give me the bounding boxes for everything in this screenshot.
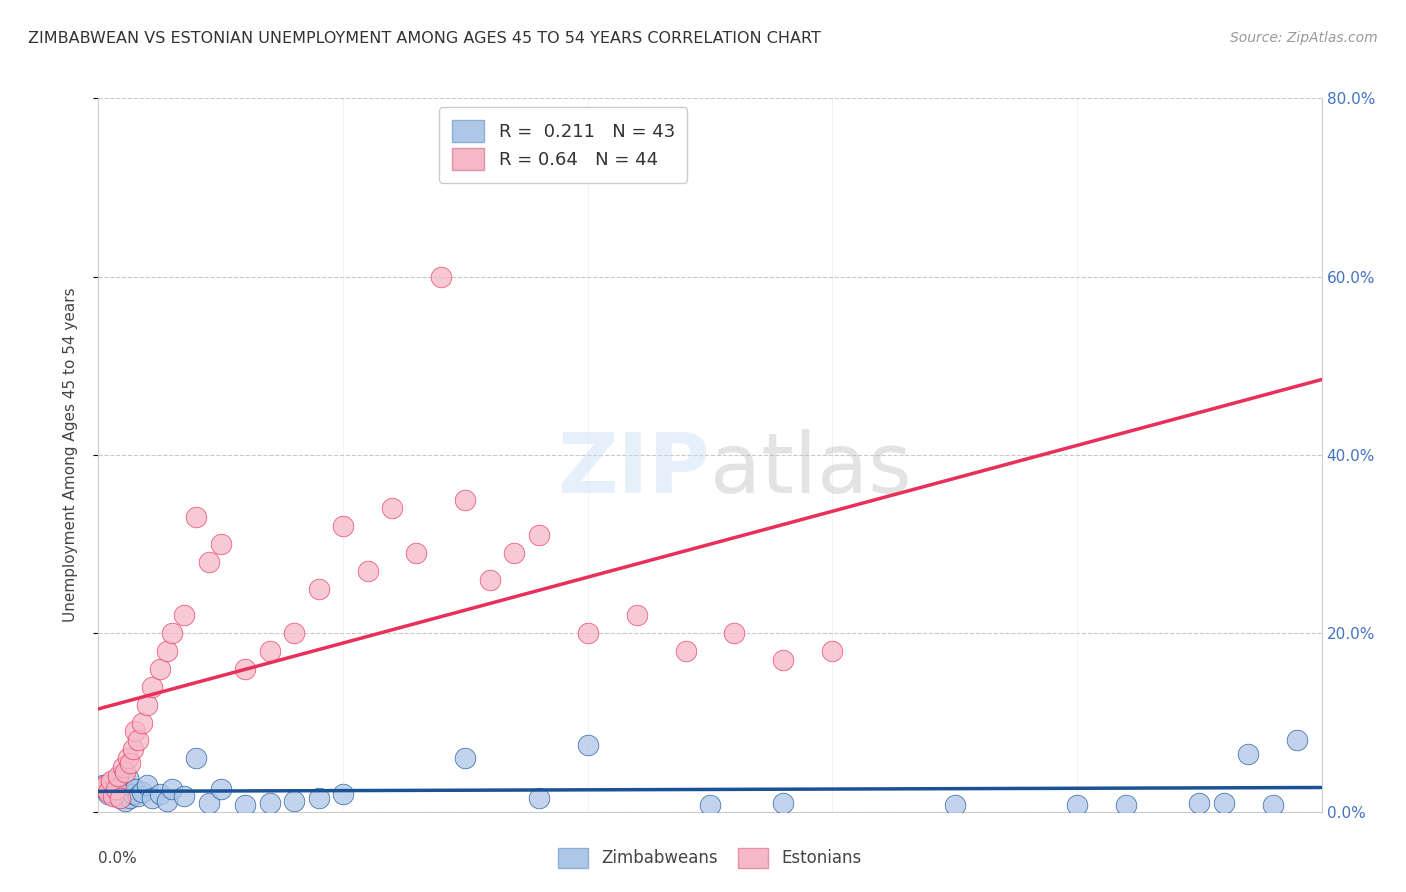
Point <box>356 564 378 578</box>
Point <box>381 501 404 516</box>
Point <box>136 698 159 712</box>
Point <box>100 773 122 788</box>
Point <box>675 644 697 658</box>
Point <box>117 771 139 785</box>
Point <box>186 751 208 765</box>
Point <box>121 787 143 801</box>
Point <box>197 796 219 810</box>
Point <box>308 582 330 596</box>
Point <box>308 791 330 805</box>
Point <box>110 791 132 805</box>
Point <box>111 769 134 783</box>
Point <box>94 782 117 797</box>
Point <box>723 626 745 640</box>
Point <box>141 680 163 694</box>
Point <box>283 794 305 808</box>
Point <box>120 791 142 805</box>
Point <box>233 662 256 676</box>
Point <box>156 644 179 658</box>
Point <box>1261 797 1284 812</box>
Point <box>332 519 354 533</box>
Point <box>233 797 256 812</box>
Text: ZIP: ZIP <box>558 429 710 509</box>
Point <box>107 769 129 783</box>
Point <box>772 653 794 667</box>
Point <box>454 492 477 507</box>
Point <box>91 780 114 794</box>
Text: Source: ZipAtlas.com: Source: ZipAtlas.com <box>1230 31 1378 45</box>
Point <box>503 546 526 560</box>
Point <box>527 528 550 542</box>
Point <box>1286 733 1309 747</box>
Text: atlas: atlas <box>710 429 911 509</box>
Point <box>100 780 122 794</box>
Point <box>141 791 163 805</box>
Point <box>97 785 120 799</box>
Point <box>173 608 195 623</box>
Point <box>104 782 127 797</box>
Point <box>405 546 427 560</box>
Point <box>121 742 143 756</box>
Point <box>149 662 172 676</box>
Point <box>209 537 232 551</box>
Point <box>186 510 208 524</box>
Point <box>101 785 124 799</box>
Point <box>1115 797 1137 812</box>
Point <box>114 764 136 779</box>
Point <box>131 785 153 799</box>
Point <box>124 782 146 797</box>
Point <box>91 778 114 792</box>
Point <box>943 797 966 812</box>
Point <box>332 787 354 801</box>
Point <box>209 782 232 797</box>
Point <box>173 789 195 803</box>
Point <box>626 608 648 623</box>
Point <box>259 644 281 658</box>
Point <box>97 787 120 801</box>
Point <box>478 573 501 587</box>
Point <box>114 794 136 808</box>
Point <box>454 751 477 765</box>
Point <box>576 738 599 752</box>
Point <box>110 791 132 805</box>
Point <box>1188 796 1211 810</box>
Point <box>107 773 129 788</box>
Point <box>1066 797 1088 812</box>
Point <box>430 269 453 284</box>
Point <box>527 791 550 805</box>
Point <box>283 626 305 640</box>
Point <box>197 555 219 569</box>
Point <box>124 724 146 739</box>
Point <box>1237 747 1260 761</box>
Legend: Zimbabweans, Estonians: Zimbabweans, Estonians <box>551 841 869 875</box>
Point <box>136 778 159 792</box>
Point <box>699 797 721 812</box>
Point <box>1212 796 1234 810</box>
Text: ZIMBABWEAN VS ESTONIAN UNEMPLOYMENT AMONG AGES 45 TO 54 YEARS CORRELATION CHART: ZIMBABWEAN VS ESTONIAN UNEMPLOYMENT AMON… <box>28 31 821 46</box>
Point <box>101 789 124 803</box>
Point <box>821 644 844 658</box>
Point <box>160 626 183 640</box>
Point <box>259 796 281 810</box>
Point <box>576 626 599 640</box>
Point <box>94 778 117 792</box>
Point <box>111 760 134 774</box>
Point <box>127 733 149 747</box>
Point <box>127 789 149 803</box>
Point <box>772 796 794 810</box>
Point <box>160 782 183 797</box>
Point <box>120 756 142 770</box>
Text: 0.0%: 0.0% <box>98 851 138 866</box>
Point <box>131 715 153 730</box>
Point <box>156 794 179 808</box>
Point <box>117 751 139 765</box>
Point <box>149 787 172 801</box>
Y-axis label: Unemployment Among Ages 45 to 54 years: Unemployment Among Ages 45 to 54 years <box>63 287 77 623</box>
Point <box>104 789 127 803</box>
